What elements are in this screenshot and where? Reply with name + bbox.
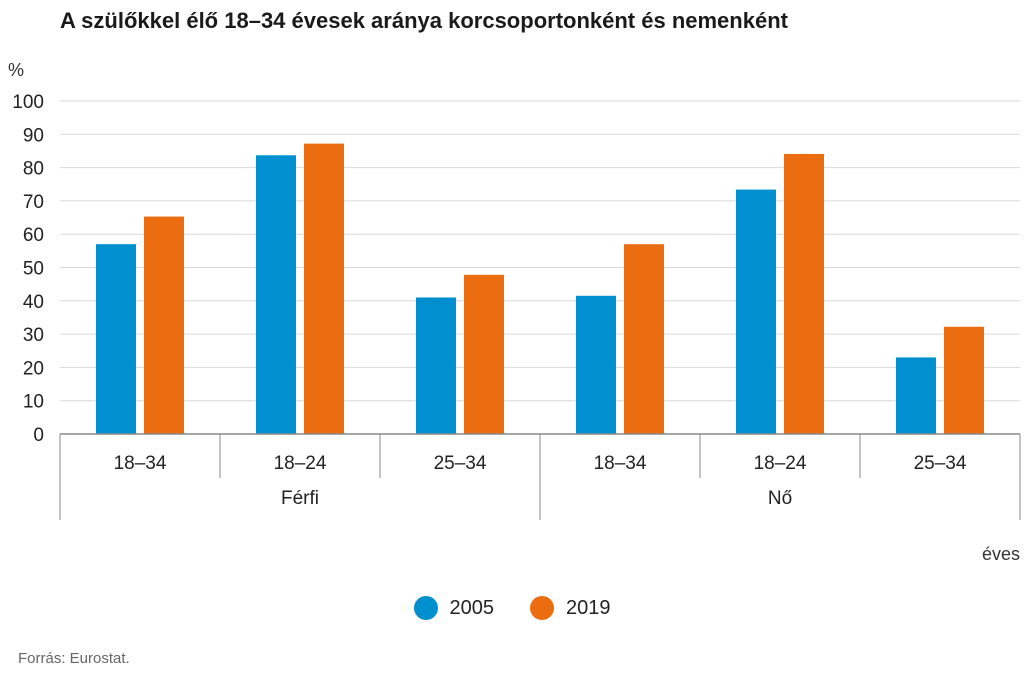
chart-title: A szülőkkel élő 18–34 évesek aránya korc… xyxy=(60,8,788,33)
x-tick-label: 18–24 xyxy=(274,453,327,474)
y-tick-label: 50 xyxy=(23,259,44,280)
legend-swatch-2005 xyxy=(413,596,438,620)
legend-swatch-2019 xyxy=(530,596,554,620)
y-tick-label: 70 xyxy=(23,192,44,213)
group-label-nő: Nő xyxy=(768,488,792,509)
y-tick-label: 100 xyxy=(12,92,44,113)
x-tick-label: 18–24 xyxy=(754,453,807,474)
y-tick-label: 80 xyxy=(23,159,44,180)
bar-2005-6 xyxy=(896,357,936,434)
y-axis-unit-label: % xyxy=(8,60,24,80)
x-axis-unit-label: éves xyxy=(981,544,1020,564)
bar-2019-2 xyxy=(304,143,344,434)
x-tick-label: 25–34 xyxy=(914,453,967,474)
y-tick-label: 40 xyxy=(23,292,44,313)
source-note: Forrás: Eurostat. xyxy=(18,650,130,667)
bar-2005-5 xyxy=(736,189,776,434)
y-tick-label: 20 xyxy=(23,358,44,379)
y-tick-label: 10 xyxy=(23,392,44,413)
bar-2019-6 xyxy=(944,326,984,434)
bar-2005-3 xyxy=(416,297,456,434)
bar-2019-1 xyxy=(144,216,184,434)
legend-label-2019: 2019 xyxy=(566,596,611,619)
legend-item-2019: 2019 xyxy=(530,596,611,620)
x-tick-label: 25–34 xyxy=(434,453,487,474)
y-tick-label: 60 xyxy=(23,225,44,246)
bar-2005-1 xyxy=(96,244,136,434)
x-tick-label: 18–34 xyxy=(594,453,647,474)
legend-item-2005: 2005 xyxy=(413,596,495,620)
bar-2005-4 xyxy=(576,295,616,434)
y-tick-label: 0 xyxy=(33,425,44,446)
bar-2019-5 xyxy=(784,153,824,434)
y-tick-label: 30 xyxy=(23,325,44,346)
group-label-férfi: Férfi xyxy=(281,488,319,509)
y-tick-label: 90 xyxy=(23,125,44,146)
bar-2019-3 xyxy=(464,274,504,434)
bar-2019-4 xyxy=(624,244,664,434)
x-tick-label: 18–34 xyxy=(114,453,167,474)
legend-label-2005: 2005 xyxy=(449,596,495,619)
bar-2005-2 xyxy=(256,155,296,435)
legend: 2005 2019 xyxy=(0,596,1024,620)
